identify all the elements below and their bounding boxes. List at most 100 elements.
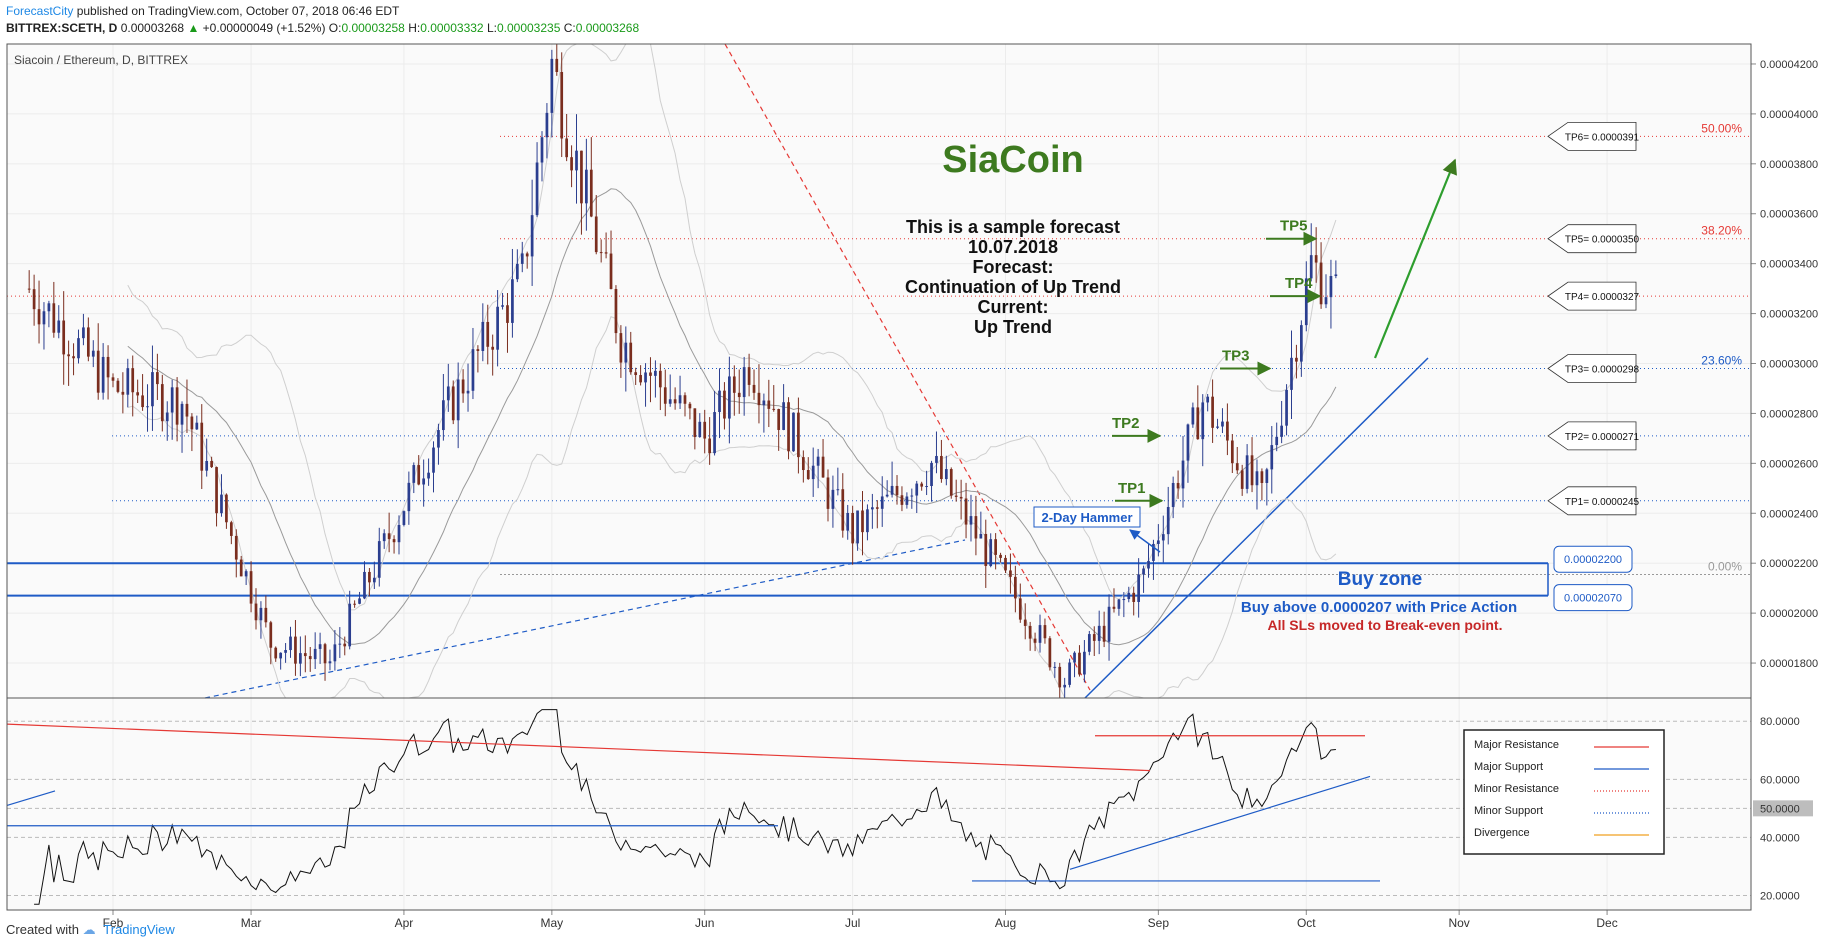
candle-body xyxy=(866,509,869,533)
candle-body xyxy=(200,422,204,471)
tradingview-cloud-icon: ☁ xyxy=(82,922,96,937)
candle-body xyxy=(451,386,455,421)
rsi-oscillator xyxy=(6,709,1751,905)
legend-entry-label: Minor Resistance xyxy=(1474,783,1559,795)
candle-body xyxy=(742,367,746,398)
target-price-box xyxy=(1547,121,1637,151)
candle-body xyxy=(1127,592,1131,600)
candle-body xyxy=(437,430,440,448)
candle-body xyxy=(121,391,125,395)
candle-body xyxy=(885,494,889,497)
candle-body xyxy=(944,469,948,480)
candle-body xyxy=(42,311,46,325)
candle-body xyxy=(1132,592,1136,602)
legend-entry-label: Major Support xyxy=(1474,761,1543,773)
candle-body xyxy=(511,279,514,323)
candle-body xyxy=(1023,619,1027,626)
target-label: TP5 xyxy=(1280,218,1308,235)
forecast-text-line: Continuation of Up Trend xyxy=(905,277,1121,297)
candle-body xyxy=(422,478,426,485)
candle-body xyxy=(550,58,554,113)
candle-body xyxy=(476,349,480,351)
candle-body xyxy=(86,327,90,357)
candle-body xyxy=(323,644,327,664)
time-tick-label: Apr xyxy=(395,916,414,930)
candle-body xyxy=(713,412,716,454)
candle-body xyxy=(1152,543,1155,561)
high-value: 0.00003332 xyxy=(420,21,484,35)
candle-body xyxy=(160,384,164,422)
candle-body xyxy=(72,356,75,359)
fib-label: 0.00% xyxy=(1708,559,1742,573)
candle-body xyxy=(338,643,342,645)
candlesticks[interactable] xyxy=(27,44,1338,698)
price-tick-label: 0.00002400 xyxy=(1760,508,1818,520)
candle-body xyxy=(1063,684,1067,688)
candle-body xyxy=(683,395,687,404)
candle-body xyxy=(1265,469,1269,484)
dashed-resistance-trendline xyxy=(724,43,1091,691)
candle-body xyxy=(964,498,968,525)
candle-body xyxy=(1018,598,1022,620)
candle-body xyxy=(604,252,608,254)
price-axis[interactable]: 0.00004200 0.00004000 0.00003800 0.00003600… xyxy=(1751,59,1818,670)
candle-body xyxy=(303,653,307,657)
buy-zone-price-label: 0.00002070 xyxy=(1564,593,1622,605)
candle-body xyxy=(1147,560,1150,569)
price-tick-label: 0.00002000 xyxy=(1760,608,1818,620)
candle-body xyxy=(935,455,938,463)
candle-body xyxy=(151,372,154,407)
time-axis[interactable]: Feb Mar Apr May Jun Jul Aug Sep Oct Nov Dec xyxy=(103,910,1618,930)
candle-body xyxy=(1329,276,1333,298)
candle-body xyxy=(846,512,850,531)
buy-zone-price-label: 0.00002200 xyxy=(1564,554,1622,566)
candle-body xyxy=(136,392,140,396)
candle-body xyxy=(417,465,421,485)
candle-body xyxy=(930,462,933,487)
candle-body xyxy=(920,483,924,487)
candle-body xyxy=(1314,255,1318,263)
candle-body xyxy=(131,368,135,393)
publisher-name[interactable]: ForecastCity xyxy=(6,4,74,18)
candle-body xyxy=(348,603,352,647)
price-tick-label: 0.00003200 xyxy=(1760,309,1818,321)
price-tick-label: 0.00002200 xyxy=(1760,558,1818,570)
candle-body xyxy=(1235,463,1239,471)
coin-title: SiaCoin xyxy=(942,139,1083,181)
candle-body xyxy=(1122,599,1126,601)
candle-body xyxy=(875,507,879,509)
candle-body xyxy=(905,496,909,505)
candle-body xyxy=(895,485,899,496)
candle-body xyxy=(126,368,130,395)
candle-body xyxy=(1102,625,1106,642)
candle-body xyxy=(279,652,283,659)
time-tick-label: Mar xyxy=(241,916,262,930)
open-value: 0.00003258 xyxy=(341,21,405,35)
candle-body xyxy=(239,559,243,577)
candle-body xyxy=(1009,570,1012,577)
candle-body xyxy=(959,496,963,499)
candle-body xyxy=(1280,425,1283,437)
fib-label: 38.20% xyxy=(1701,224,1742,238)
candle-body xyxy=(737,392,741,398)
oscillator-pane xyxy=(7,698,1751,910)
oscillator-axis[interactable]: 80.0000 60.0000 50.0000 40.0000 20.0000 xyxy=(1753,716,1813,902)
candle-body xyxy=(333,644,337,662)
rising-support-trendline xyxy=(1084,357,1429,699)
candle-body xyxy=(624,342,628,363)
candle-body xyxy=(1240,470,1244,489)
last-price: 0.00003268 xyxy=(120,21,185,35)
candle-body xyxy=(1117,599,1121,609)
forecast-text-line: Forecast: xyxy=(972,257,1053,277)
candle-body xyxy=(515,263,519,280)
candle-body xyxy=(57,320,61,333)
candle-body xyxy=(62,320,66,355)
candle-body xyxy=(471,349,475,391)
tradingview-link[interactable]: TradingView xyxy=(103,922,175,937)
candle-body xyxy=(156,372,159,385)
candle-body xyxy=(442,400,445,431)
candle-body xyxy=(1107,606,1111,642)
candle-body xyxy=(668,399,672,404)
forecast-text-line: Up Trend xyxy=(974,317,1052,337)
